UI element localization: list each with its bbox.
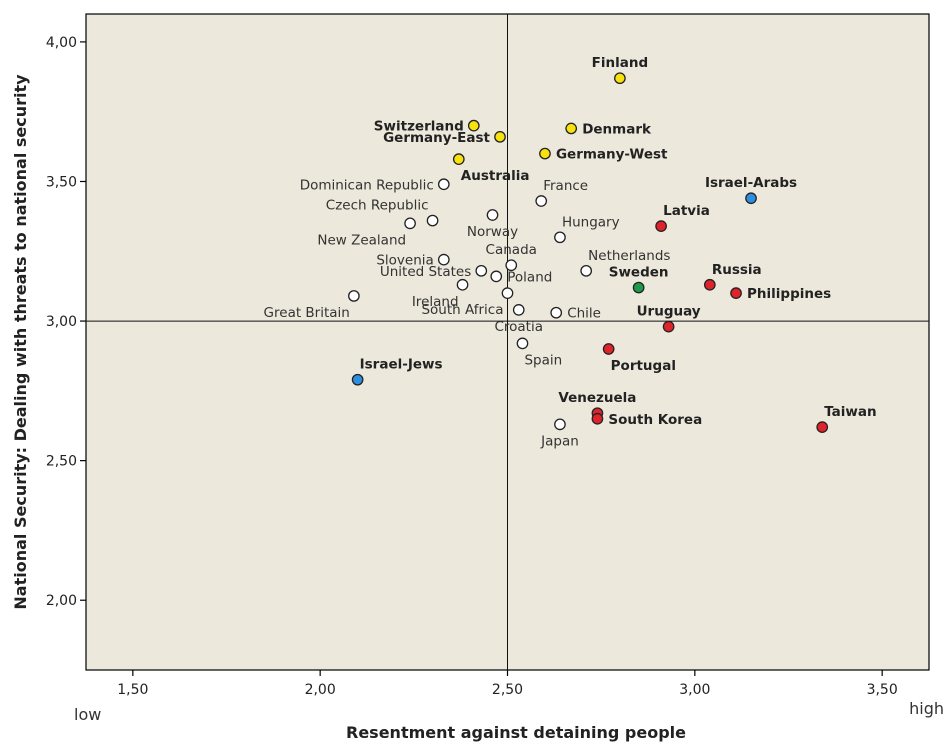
point-label: New Zealand	[317, 232, 406, 248]
point-label: Dominican Republic	[300, 177, 434, 193]
x-high-label: high	[909, 699, 944, 718]
data-point	[437, 253, 450, 266]
data-point	[662, 320, 675, 333]
data-point	[494, 130, 506, 143]
data-point	[580, 264, 593, 277]
point-label: Australia	[461, 168, 530, 184]
x-tick-label: 1,50	[117, 682, 148, 698]
x-tick-label: 3,00	[679, 682, 710, 698]
point-label: Switzerland	[374, 119, 464, 135]
data-point	[516, 337, 529, 350]
x-axis-title: Resentment against detaining people	[346, 723, 686, 742]
data-point	[351, 373, 364, 386]
data-point	[486, 209, 499, 221]
point-label: Sweden	[609, 265, 669, 281]
data-point	[404, 217, 416, 230]
point-label: Russia	[712, 262, 762, 278]
data-point	[550, 306, 563, 319]
point-label: South Korea	[608, 412, 702, 428]
y-tick-label: 4,00	[46, 35, 77, 51]
point-label: Chile	[567, 306, 601, 322]
x-low-label: low	[74, 705, 101, 724]
point-label: Netherlands	[588, 248, 670, 264]
point-label: Germany-East	[383, 130, 490, 146]
data-point	[505, 259, 518, 272]
data-point	[535, 195, 548, 207]
y-tick-label: 3,50	[46, 174, 77, 190]
point-label: Norway	[467, 224, 518, 240]
y-tick-label: 3,00	[46, 314, 77, 330]
x-tick-label: 2,00	[305, 682, 336, 698]
point-label: Japan	[540, 433, 579, 449]
data-point	[816, 421, 829, 433]
data-point	[501, 287, 514, 299]
point-label: Germany-West	[556, 147, 668, 163]
data-point	[745, 192, 757, 205]
data-point	[703, 278, 716, 291]
point-label: South Africa	[421, 302, 503, 318]
point-label: Israel-Jews	[360, 357, 443, 373]
point-label: Spain	[524, 352, 562, 368]
data-point	[452, 153, 465, 166]
data-point	[475, 264, 488, 277]
data-point	[348, 290, 360, 302]
data-point	[602, 343, 615, 355]
point-label: Taiwan	[824, 404, 876, 420]
point-label: Poland	[507, 269, 552, 285]
x-tick-label: 3,50	[867, 682, 898, 698]
point-label: Israel-Arabs	[705, 175, 797, 191]
data-point	[467, 119, 480, 132]
point-label: Slovenia	[376, 253, 433, 269]
y-tick-label: 2,00	[46, 593, 77, 609]
y-axis-title: National Security: Dealing with threats …	[11, 74, 30, 610]
point-label: Denmark	[582, 121, 652, 137]
data-point	[554, 418, 566, 431]
data-point	[437, 178, 450, 191]
data-point	[655, 220, 667, 233]
point-label: Canada	[486, 242, 537, 258]
data-point	[565, 122, 578, 135]
data-point	[512, 304, 525, 316]
data-point	[490, 270, 503, 283]
data-point	[614, 72, 626, 85]
data-point	[730, 287, 742, 299]
point-label: Croatia	[494, 319, 543, 335]
point-label: Portugal	[611, 358, 676, 374]
data-point	[591, 412, 604, 425]
point-label: Latvia	[663, 203, 710, 219]
data-point	[632, 281, 645, 294]
data-point	[539, 147, 551, 160]
point-label: Great Britain	[264, 305, 350, 321]
point-label: Finland	[592, 55, 648, 71]
point-label: Philippines	[747, 286, 831, 302]
point-label: Ireland	[412, 294, 459, 310]
y-tick-label: 2,50	[46, 454, 77, 470]
point-label: Czech Republic	[326, 198, 429, 214]
point-label: Hungary	[562, 214, 620, 230]
point-label: United States	[380, 264, 471, 280]
point-label: Uruguay	[637, 304, 701, 320]
data-point	[426, 214, 439, 227]
data-point	[554, 231, 566, 244]
x-tick-label: 2,50	[492, 682, 523, 698]
data-point	[456, 278, 469, 291]
point-label: Venezuela	[558, 390, 636, 406]
point-label: France	[543, 178, 588, 194]
